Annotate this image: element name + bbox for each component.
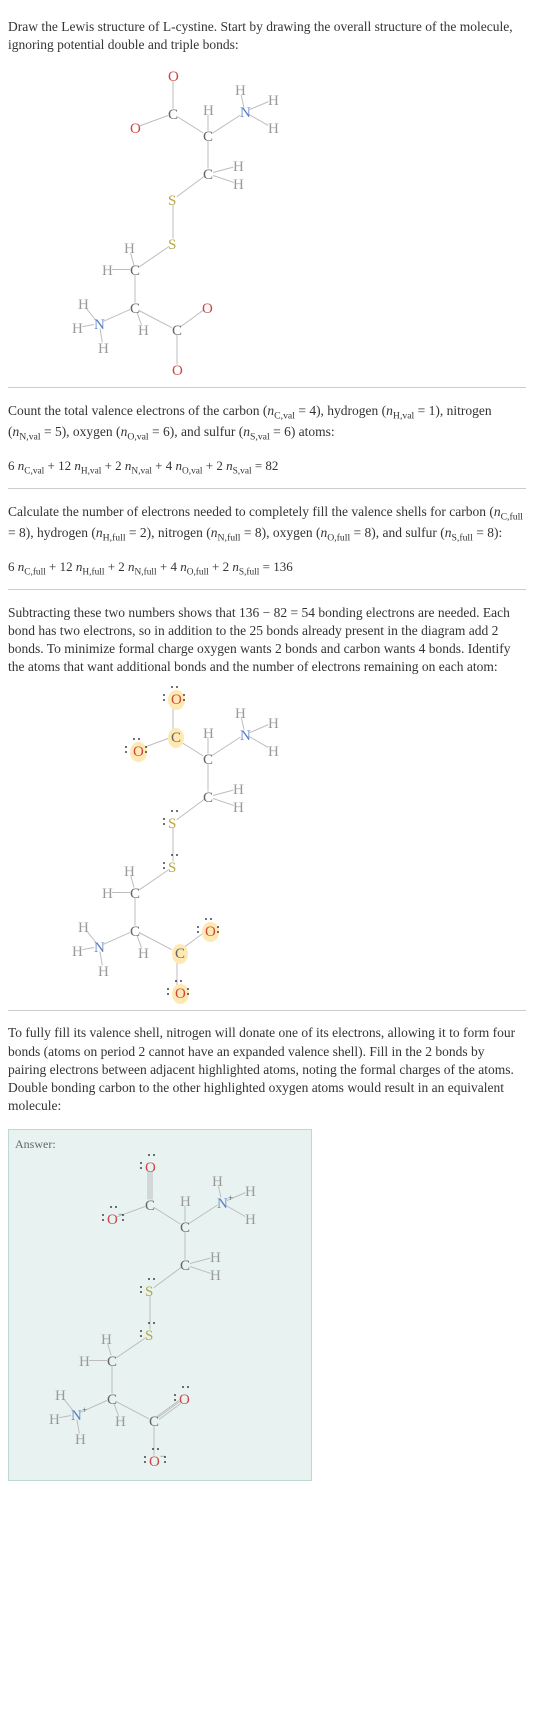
valence-text: Count the total valence electrons of the…	[8, 402, 526, 444]
divider	[8, 1010, 526, 1011]
divider	[8, 387, 526, 388]
intro-text: Draw the Lewis structure of L-cystine. S…	[8, 18, 526, 54]
nitrogen-text: To fully fill its valence shell, nitroge…	[8, 1024, 526, 1115]
answer-box: Answer: OCO−CHN+HHHCHHSSCHHCHN+HHHCOO−	[8, 1129, 312, 1481]
diagram-3: OCO−CHN+HHHCHHSSCHHCHN+HHHCOO−	[45, 1158, 265, 1468]
divider	[8, 589, 526, 590]
equation-2: 6 nC,full + 12 nH,full + 2 nN,full + 4 n…	[8, 558, 526, 579]
bonding-text: Subtracting these two numbers shows that…	[8, 604, 526, 677]
diagram-1: OCOCHNHHHCHHSSCHHCHNHHHCOO	[68, 67, 288, 377]
equation-1: 6 nC,val + 12 nH,val + 2 nN,val + 4 nO,v…	[8, 457, 526, 478]
diagram-2: OCOCHNHHHCHHSSCHHCHNHHHCOO	[68, 690, 288, 1000]
full-shell-text: Calculate the number of electrons needed…	[8, 503, 526, 545]
divider	[8, 488, 526, 489]
answer-label: Answer:	[15, 1136, 305, 1152]
